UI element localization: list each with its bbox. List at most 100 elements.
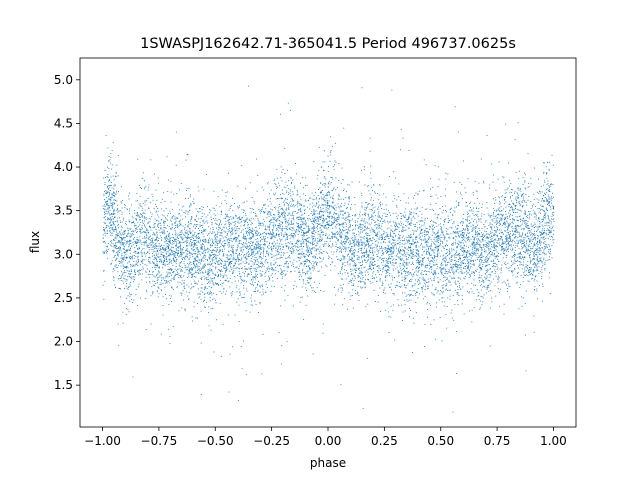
data-point xyxy=(291,243,293,244)
data-point xyxy=(217,283,218,284)
data-point xyxy=(282,221,283,223)
data-point xyxy=(128,241,130,243)
data-point xyxy=(521,223,523,225)
data-point xyxy=(268,279,270,281)
data-point xyxy=(242,261,244,263)
data-point xyxy=(207,240,209,242)
data-point xyxy=(289,254,290,256)
data-point xyxy=(246,262,248,263)
data-point xyxy=(537,250,539,251)
data-point xyxy=(335,189,337,191)
data-point xyxy=(287,220,289,222)
data-point xyxy=(393,247,395,248)
data-point xyxy=(370,267,372,269)
data-point xyxy=(212,278,213,280)
data-point xyxy=(305,242,307,244)
data-point xyxy=(343,248,345,250)
data-point xyxy=(155,257,157,259)
data-point xyxy=(543,263,545,265)
data-point xyxy=(327,216,328,217)
data-point xyxy=(244,257,246,259)
data-point xyxy=(520,201,522,203)
data-point xyxy=(393,270,394,272)
data-point xyxy=(138,247,140,249)
data-point xyxy=(103,270,105,272)
data-point xyxy=(509,203,510,205)
data-point xyxy=(440,237,442,239)
data-point xyxy=(489,345,491,347)
data-point xyxy=(161,198,163,200)
data-point xyxy=(229,278,231,279)
data-point xyxy=(168,255,170,257)
data-point xyxy=(184,309,186,311)
data-point xyxy=(379,248,381,250)
data-point xyxy=(458,244,460,246)
data-point xyxy=(154,239,156,241)
data-point xyxy=(290,220,292,222)
data-point xyxy=(189,270,191,272)
data-point xyxy=(422,232,424,234)
data-point xyxy=(541,200,543,202)
data-point xyxy=(104,170,106,171)
data-point xyxy=(377,250,379,252)
data-point xyxy=(319,261,321,263)
data-point xyxy=(377,265,379,266)
data-point xyxy=(455,280,456,282)
data-point xyxy=(372,262,374,263)
data-point xyxy=(483,286,485,288)
data-point xyxy=(504,230,505,232)
data-point xyxy=(286,261,288,262)
data-point xyxy=(255,288,256,290)
data-point xyxy=(280,208,282,210)
data-point xyxy=(368,265,370,267)
data-point xyxy=(418,270,420,271)
data-point xyxy=(227,233,228,235)
data-point xyxy=(148,207,150,209)
data-point xyxy=(262,223,264,225)
data-point xyxy=(157,224,159,225)
data-point xyxy=(503,248,505,249)
data-point xyxy=(154,223,156,225)
data-point xyxy=(387,272,389,273)
data-point xyxy=(493,218,495,219)
data-point xyxy=(212,254,214,255)
data-point xyxy=(216,283,218,285)
data-point xyxy=(535,213,536,215)
data-point xyxy=(353,234,355,236)
data-point xyxy=(389,212,391,214)
data-point xyxy=(264,244,266,246)
data-point xyxy=(254,247,255,249)
data-point xyxy=(515,171,517,173)
data-point xyxy=(354,252,356,253)
data-point xyxy=(480,307,481,309)
data-point xyxy=(386,275,388,277)
data-point xyxy=(291,206,293,207)
data-point xyxy=(240,279,242,281)
data-point xyxy=(359,244,361,246)
data-point xyxy=(185,266,187,268)
data-point xyxy=(377,208,379,210)
data-point xyxy=(543,245,545,247)
data-point xyxy=(126,257,128,259)
data-point xyxy=(291,214,293,216)
data-point xyxy=(465,266,467,267)
data-point xyxy=(290,177,292,179)
data-point xyxy=(527,199,529,201)
data-point xyxy=(134,225,136,227)
data-point xyxy=(141,188,142,189)
data-point xyxy=(339,229,341,231)
data-point xyxy=(278,332,280,334)
data-point xyxy=(176,253,178,255)
data-point xyxy=(122,239,124,241)
data-point xyxy=(337,288,339,290)
data-point xyxy=(110,205,112,207)
data-point xyxy=(467,291,468,293)
data-point xyxy=(506,238,508,240)
data-point xyxy=(106,176,108,177)
data-point xyxy=(165,261,167,263)
data-point xyxy=(180,248,181,249)
data-point xyxy=(551,257,553,259)
data-point xyxy=(174,254,176,256)
data-point xyxy=(121,227,123,228)
data-point xyxy=(198,232,200,234)
